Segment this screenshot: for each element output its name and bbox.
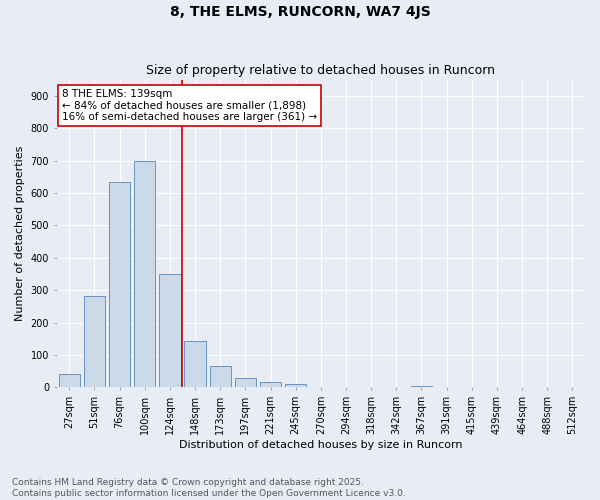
Bar bbox=[411, 386, 432, 388]
Bar bbox=[209, 366, 231, 388]
Bar bbox=[84, 296, 105, 388]
Bar bbox=[59, 374, 80, 388]
Bar bbox=[109, 182, 130, 388]
Bar bbox=[235, 378, 256, 388]
Text: 8, THE ELMS, RUNCORN, WA7 4JS: 8, THE ELMS, RUNCORN, WA7 4JS bbox=[170, 5, 430, 19]
Text: 8 THE ELMS: 139sqm
← 84% of detached houses are smaller (1,898)
16% of semi-deta: 8 THE ELMS: 139sqm ← 84% of detached hou… bbox=[62, 89, 317, 122]
Title: Size of property relative to detached houses in Runcorn: Size of property relative to detached ho… bbox=[146, 64, 496, 77]
X-axis label: Distribution of detached houses by size in Runcorn: Distribution of detached houses by size … bbox=[179, 440, 463, 450]
Bar bbox=[159, 274, 181, 388]
Bar bbox=[285, 384, 307, 388]
Y-axis label: Number of detached properties: Number of detached properties bbox=[15, 146, 25, 321]
Text: Contains HM Land Registry data © Crown copyright and database right 2025.
Contai: Contains HM Land Registry data © Crown c… bbox=[12, 478, 406, 498]
Bar bbox=[260, 382, 281, 388]
Bar bbox=[134, 160, 155, 388]
Bar bbox=[184, 341, 206, 388]
